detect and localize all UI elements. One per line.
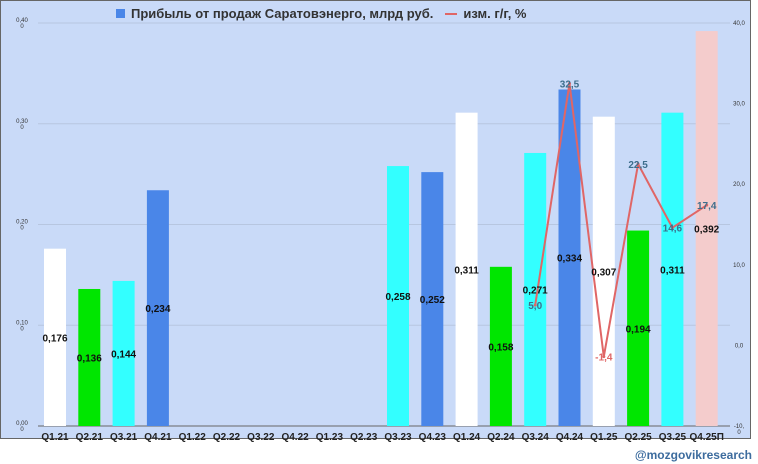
legend-bar-swatch xyxy=(116,9,125,18)
watermark: @mozgovikresearch xyxy=(634,448,752,462)
bar-value-label: 0,258 xyxy=(385,292,410,303)
line-value-label: -1,4 xyxy=(595,353,613,364)
x-tick-label: Q4.23 xyxy=(419,432,447,443)
x-tick-label: Q4.25П xyxy=(689,432,723,443)
bar xyxy=(627,230,650,426)
line-value-label: 5,0 xyxy=(528,301,542,312)
right-tick-label: 0,0 xyxy=(735,343,744,349)
left-tick-label: 0,00 0 xyxy=(16,421,28,433)
line-point xyxy=(602,355,606,359)
bar-value-label: 0,252 xyxy=(420,295,445,306)
bar xyxy=(661,112,684,426)
x-tick-label: Q2.23 xyxy=(350,432,378,443)
line-value-label: 22,5 xyxy=(628,160,648,171)
bar-value-label: 0,136 xyxy=(77,353,102,364)
x-tick-label: Q2.21 xyxy=(76,432,104,443)
bar xyxy=(695,31,718,427)
right-tick-label: 10,0 xyxy=(733,263,745,269)
left-tick-label: 0,40 0 xyxy=(16,18,28,30)
x-tick-label: Q1.22 xyxy=(179,432,207,443)
x-tick-label: Q3.23 xyxy=(384,432,412,443)
x-tick-label: Q3.22 xyxy=(247,432,275,443)
x-tick-label: Q3.21 xyxy=(110,432,138,443)
right-tick-label: 20,0 xyxy=(733,182,745,188)
right-tick-label: 30,0 xyxy=(733,102,745,108)
x-tick-label: Q1.23 xyxy=(316,432,344,443)
bar-value-label: 0,311 xyxy=(660,265,685,276)
legend-line-label: изм. г/г, % xyxy=(463,6,527,21)
legend-line-swatch xyxy=(445,12,458,15)
bar xyxy=(592,116,615,426)
bar-value-label: 0,392 xyxy=(694,225,719,236)
line-value-label: 17,4 xyxy=(697,201,717,212)
bar-value-label: 0,176 xyxy=(42,333,67,344)
x-tick-label: Q1.25 xyxy=(590,432,618,443)
bar xyxy=(455,112,478,426)
bar-value-label: 0,307 xyxy=(591,267,616,278)
bar xyxy=(489,266,512,426)
bar-value-label: 0,144 xyxy=(111,349,136,360)
bar xyxy=(44,248,66,426)
line-point xyxy=(670,226,674,230)
x-tick-label: Q4.22 xyxy=(281,432,309,443)
x-tick-label: Q1.24 xyxy=(453,432,481,443)
x-tick-label: Q4.21 xyxy=(144,432,172,443)
bar xyxy=(524,152,547,426)
left-tick-label: 0,30 0 xyxy=(16,119,28,131)
bar xyxy=(146,190,169,426)
x-tick-label: Q1.21 xyxy=(41,432,69,443)
bar xyxy=(558,89,581,427)
bar xyxy=(112,280,135,426)
bar-value-label: 0,158 xyxy=(488,342,513,353)
x-tick-label: Q3.25 xyxy=(659,432,687,443)
line-point xyxy=(636,162,640,166)
bar-value-label: 0,271 xyxy=(523,285,548,296)
line-value-label: 14,6 xyxy=(663,224,683,235)
bar-value-label: 0,311 xyxy=(454,265,479,276)
bar-value-label: 0,194 xyxy=(626,324,651,335)
x-tick-label: Q2.25 xyxy=(624,432,652,443)
x-tick-label: Q2.22 xyxy=(213,432,241,443)
x-tick-label: Q4.24 xyxy=(556,432,584,443)
right-tick-label: -10, 0 xyxy=(734,424,745,436)
line-series xyxy=(534,83,708,357)
line-point xyxy=(533,303,537,307)
bar-value-label: 0,334 xyxy=(557,254,582,265)
x-tick-label: Q3.24 xyxy=(522,432,550,443)
bar xyxy=(78,288,101,426)
left-tick-label: 0,20 0 xyxy=(16,220,28,232)
x-tick-label: Q2.24 xyxy=(487,432,515,443)
line-point xyxy=(568,81,571,85)
bar xyxy=(387,166,409,426)
legend: Прибыль от продаж Саратовэнерго, млрд ру… xyxy=(116,6,526,21)
bar-value-label: 0,234 xyxy=(145,304,170,315)
line-point xyxy=(705,203,709,207)
legend-bar-label: Прибыль от продаж Саратовэнерго, млрд ру… xyxy=(131,6,434,21)
line-value-label: 32,5 xyxy=(560,79,580,90)
left-tick-label: 0,10 0 xyxy=(16,320,28,332)
bar xyxy=(421,172,444,426)
right-tick-label: 40,0 xyxy=(733,21,745,27)
